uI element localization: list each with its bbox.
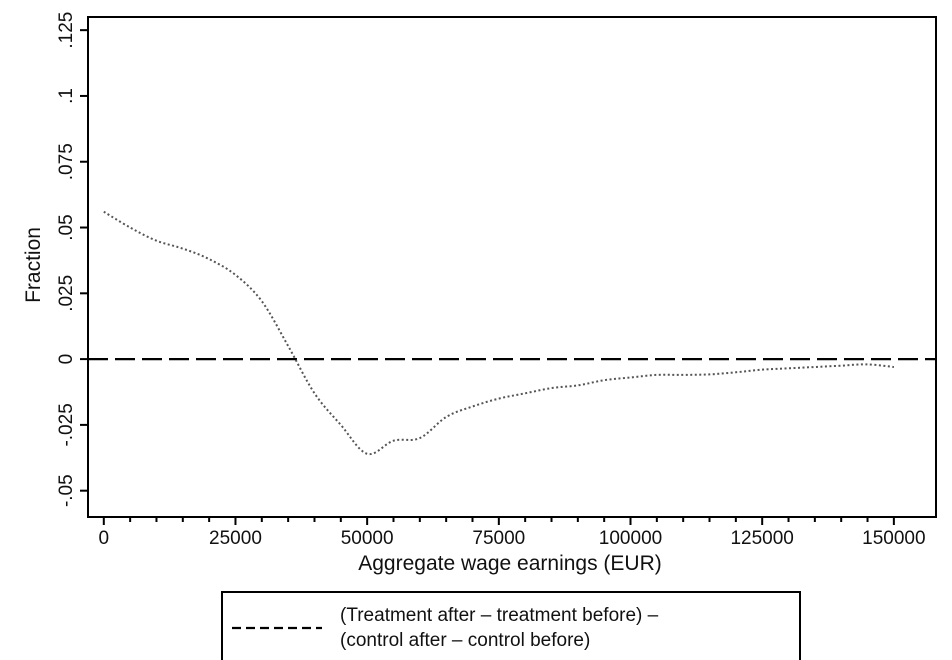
- x-tick-label: 150000: [862, 528, 925, 549]
- legend: (Treatment after – treatment before) – (…: [221, 591, 801, 660]
- x-tick-label: 0: [99, 528, 110, 549]
- x-axis: 0 25000 50000 75000 100000 125000 150000: [99, 517, 926, 549]
- legend-label-line2: (control after – control before): [340, 630, 590, 651]
- y-axis: -.05 -.025 0 .025 .05 .075 .1 .125: [56, 12, 88, 507]
- series-line: [103, 210, 894, 456]
- y-tick-label: .125: [56, 12, 77, 49]
- y-tick-label: .025: [56, 275, 77, 312]
- plot-frame: [87, 16, 937, 518]
- y-tick-label: -.05: [56, 474, 77, 507]
- legend-label-line1: (Treatment after – treatment before) –: [340, 605, 659, 626]
- x-tick-label: 100000: [599, 528, 662, 549]
- x-tick-label: 125000: [730, 528, 793, 549]
- y-axis-title: Fraction: [22, 227, 45, 303]
- y-tick-label: .1: [56, 88, 77, 104]
- x-tick-label: 75000: [472, 528, 525, 549]
- legend-box: [221, 591, 801, 660]
- y-tick-label: -.025: [56, 403, 77, 446]
- y-tick-label: 0: [56, 354, 77, 365]
- y-tick-label: .05: [56, 214, 77, 240]
- x-tick-label: 50000: [341, 528, 394, 549]
- x-tick-label: 25000: [209, 528, 262, 549]
- x-axis-title: Aggregate wage earnings (EUR): [358, 552, 662, 575]
- y-tick-label: .075: [56, 143, 77, 180]
